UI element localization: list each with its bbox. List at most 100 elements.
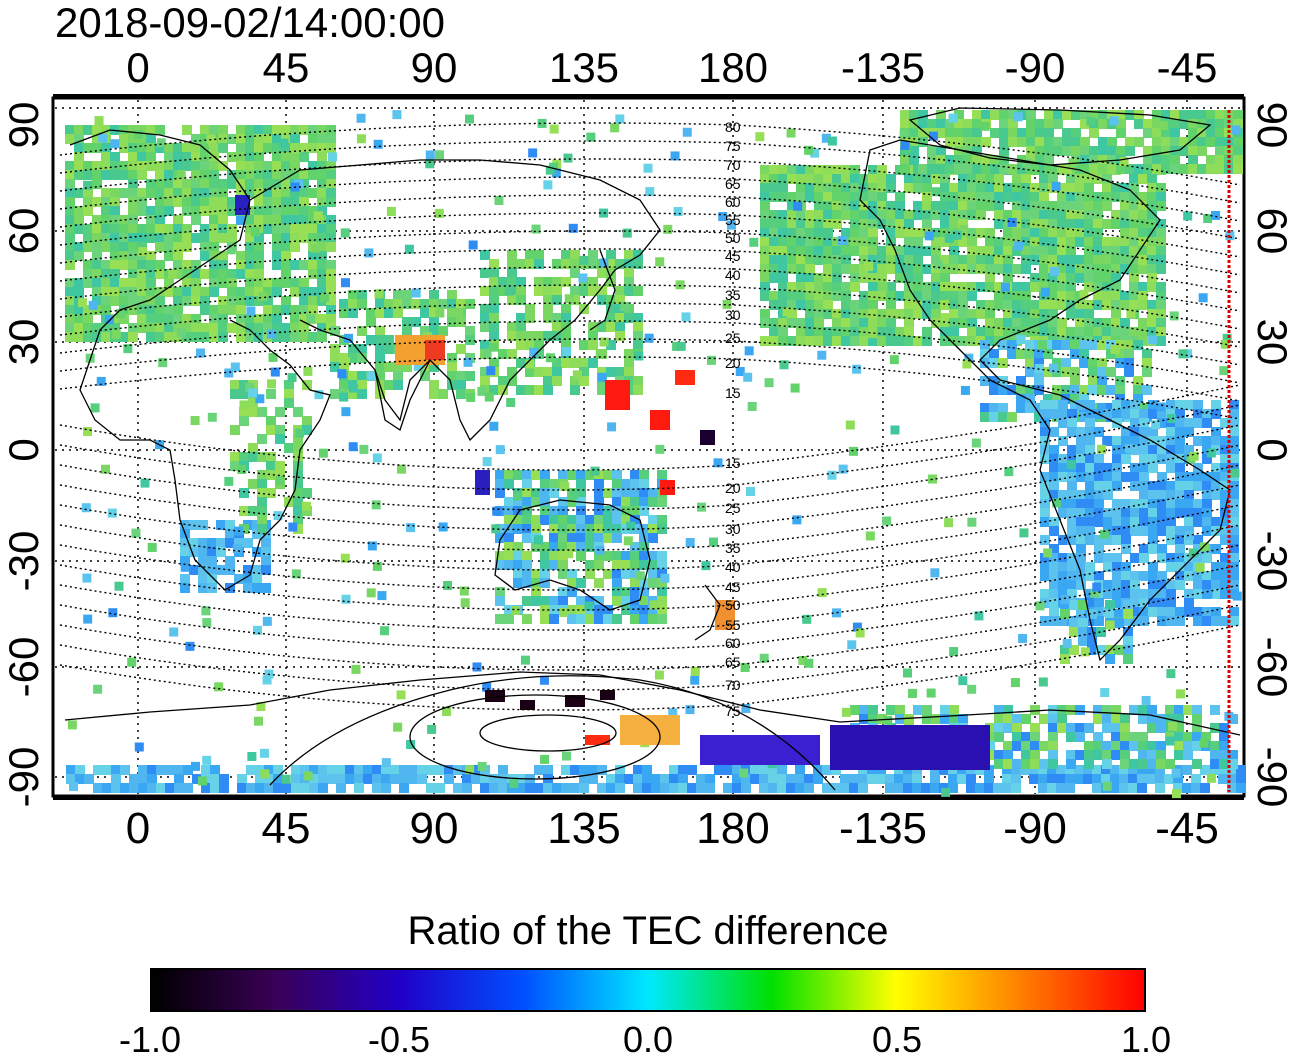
- tec-cell: [218, 269, 228, 279]
- tec-cell: [823, 246, 833, 256]
- tec-cell: [372, 774, 382, 784]
- tec-cell: [110, 139, 120, 149]
- tec-cell: [1105, 654, 1115, 664]
- tec-cell: [1138, 300, 1148, 310]
- tec-cell: [1211, 580, 1221, 590]
- tec-cell: [552, 322, 562, 332]
- tec-cell: [101, 197, 111, 207]
- tec-cell: [1105, 600, 1115, 610]
- tec-cell: [769, 300, 779, 310]
- tec-cell: [994, 264, 1004, 274]
- tec-cell: [1085, 499, 1095, 509]
- tec-cell: [200, 269, 210, 279]
- tec-cell: [1220, 463, 1230, 473]
- lat-tick-right-m30: -30: [1249, 530, 1296, 592]
- tec-cell: [940, 183, 950, 193]
- tec-cell: [200, 332, 210, 342]
- tec-cell: [83, 305, 93, 315]
- tec-cell: [778, 336, 788, 346]
- tec-coldspot: [830, 725, 990, 770]
- tec-cell: [392, 110, 402, 120]
- tec-cell: [985, 327, 995, 337]
- tec-cell: [1156, 237, 1166, 247]
- tec-cell: [227, 305, 237, 315]
- tec-cell: [263, 143, 273, 153]
- lon-tick-bottom-m90: -90: [1003, 804, 1067, 853]
- tec-cell: [340, 278, 350, 288]
- tec-cell: [1057, 300, 1067, 310]
- tec-cell: [164, 179, 174, 189]
- tec-cell: [1188, 137, 1198, 147]
- tec-cell: [1058, 400, 1068, 410]
- tec-cell: [270, 367, 280, 377]
- tec-cell: [1087, 645, 1097, 655]
- tec-cell: [1229, 607, 1239, 617]
- tec-cell: [1103, 553, 1113, 563]
- tec-cell: [1120, 318, 1130, 328]
- tec-cell: [1058, 535, 1068, 545]
- tec-cell: [397, 464, 407, 474]
- tec-cell: [507, 376, 517, 386]
- tec-cell: [994, 174, 1004, 184]
- tec-cell: [972, 110, 982, 120]
- lat-tick-right-m90: -90: [1249, 746, 1296, 808]
- tec-cell: [1084, 264, 1094, 274]
- tec-cell: [1133, 394, 1143, 404]
- tec-cell: [197, 776, 207, 786]
- tec-cell: [128, 269, 138, 279]
- tec-cell: [146, 296, 156, 306]
- tec-cell: [886, 309, 896, 319]
- tec-cell: [985, 228, 995, 238]
- tec-cell: [1076, 607, 1086, 617]
- tec-cell: [328, 152, 338, 162]
- tec-cell: [1198, 293, 1208, 303]
- tec-cell: [1057, 273, 1067, 283]
- tec-cell: [769, 237, 779, 247]
- tec-cell: [1229, 535, 1239, 545]
- tec-cell: [1048, 174, 1058, 184]
- tec-cell: [327, 765, 337, 775]
- tec-cell: [994, 201, 1004, 211]
- tec-cell: [102, 783, 112, 793]
- tec-cell: [402, 362, 412, 372]
- tec-cell: [1025, 340, 1035, 350]
- tec-cell: [1166, 445, 1176, 455]
- tec-cell: [672, 341, 682, 351]
- tec-cell: [180, 583, 190, 593]
- tec-cell: [230, 461, 240, 471]
- tec-cell: [1133, 340, 1143, 350]
- tec-cell: [1174, 714, 1184, 724]
- tec-cell: [210, 783, 220, 793]
- tec-cell: [275, 434, 285, 444]
- tec-cell: [101, 323, 111, 333]
- tec-cell: [1012, 201, 1022, 211]
- tec-cell: [1003, 210, 1013, 220]
- tec-cell: [65, 287, 75, 297]
- tec-cell: [1148, 562, 1158, 572]
- tec-cell: [236, 260, 246, 270]
- tec-cell: [110, 287, 120, 297]
- tec-cell: [1008, 164, 1018, 174]
- tec-cell: [760, 183, 770, 193]
- tec-cell: [263, 305, 273, 315]
- tec-cell: [245, 269, 255, 279]
- tec-cell: [1094, 553, 1104, 563]
- tec-cell: [1030, 327, 1040, 337]
- tec-cell: [877, 273, 887, 283]
- tec-cell: [805, 210, 815, 220]
- tec-cell: [189, 538, 199, 548]
- tec-coldspot: [520, 700, 535, 710]
- tec-cell: [813, 774, 823, 784]
- tec-cell: [877, 246, 887, 256]
- tec-cell: [805, 228, 815, 238]
- tec-cell: [832, 291, 842, 301]
- tec-cell: [1231, 125, 1241, 135]
- tec-cell: [1138, 255, 1148, 265]
- tec-cell: [998, 358, 1008, 368]
- tec-cell: [375, 353, 385, 363]
- tec-cell: [1156, 300, 1166, 310]
- tec-cell: [883, 715, 893, 725]
- tec-cell: [904, 336, 914, 346]
- tec-cell: [1049, 472, 1059, 482]
- tec-cell: [1174, 705, 1184, 715]
